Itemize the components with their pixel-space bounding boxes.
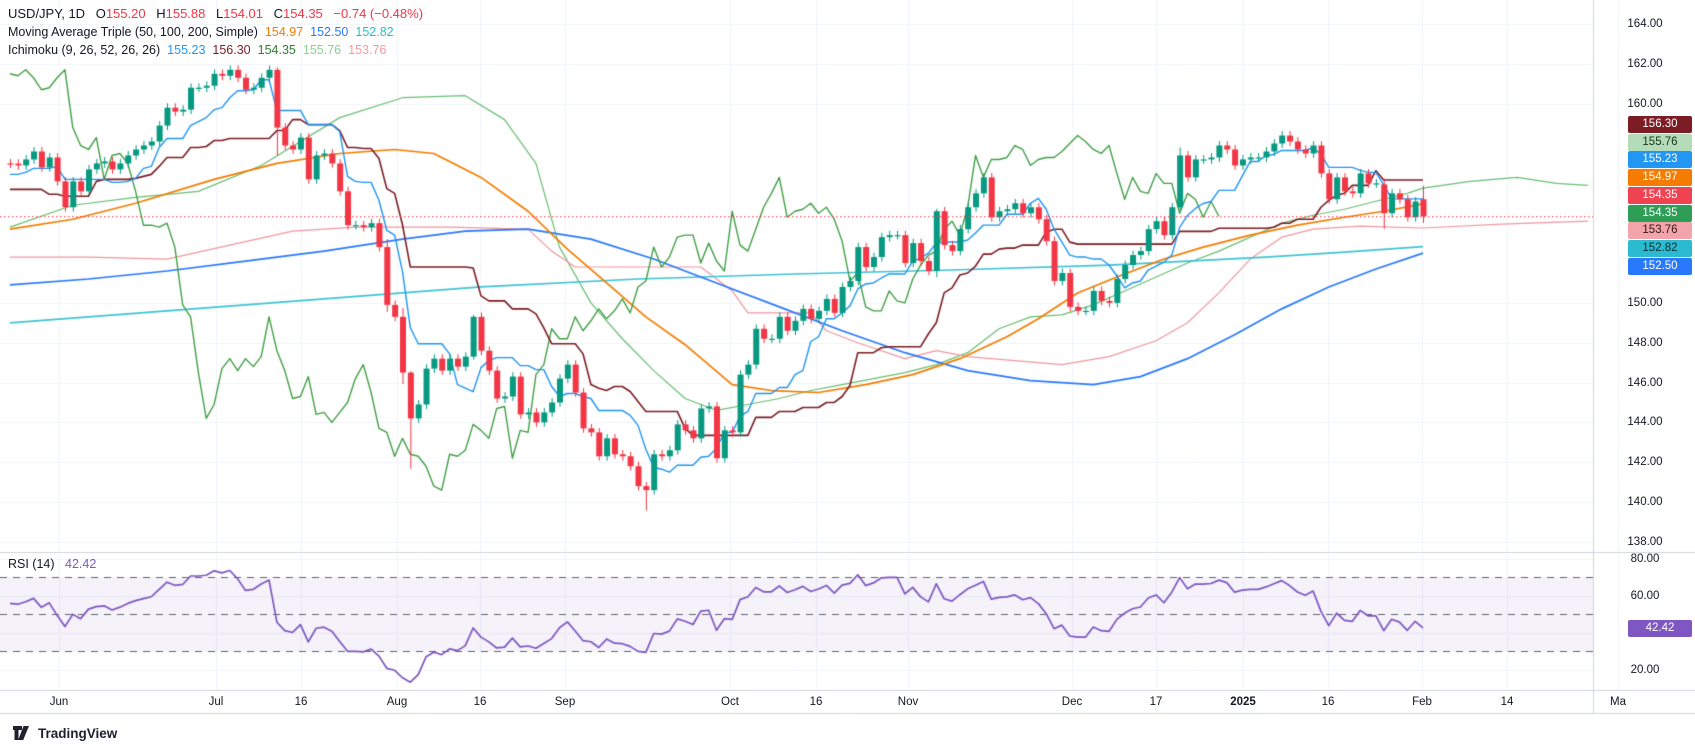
price-badge-8-152.50: 152.50 [1628, 257, 1692, 275]
time-tick-15-Ma: Ma [1610, 696, 1626, 708]
ma-value-1: 152.50 [310, 25, 349, 39]
price-tick-146.00: 146.00 [1627, 377, 1663, 389]
ichimoku-value-1: 156.30 [212, 43, 251, 57]
tradingview-logo[interactable]: TradingView [13, 726, 117, 741]
symbol-legend-row[interactable]: USD/JPY, 1D O155.20 H155.88 L154.01 C154… [8, 5, 423, 23]
price-badge-6-153.76: 153.76 [1628, 221, 1692, 239]
time-tick-13-Feb: Feb [1412, 696, 1432, 708]
low-label: L [216, 6, 224, 21]
time-tick-14-14: 14 [1500, 696, 1514, 708]
rsi-badge: 42.42 [1628, 619, 1692, 637]
high-value: 155.88 [165, 6, 206, 21]
price-badge-3-154.97: 154.97 [1628, 168, 1692, 186]
symbol-title: USD/JPY, 1D [8, 6, 86, 21]
time-tick-5-Sep: Sep [554, 696, 576, 708]
ma-indicator-label: Moving Average Triple (50, 100, 200, Sim… [8, 25, 258, 39]
price-tick-160.00: 160.00 [1627, 98, 1663, 110]
price-tick-140.00: 140.00 [1627, 496, 1663, 508]
open-value: 155.20 [105, 6, 146, 21]
ichimoku-value-2: 154.35 [257, 43, 296, 57]
time-tick-8-Nov: Nov [897, 696, 919, 708]
time-tick-10-17: 17 [1149, 696, 1163, 708]
time-tick-11-2025: 2025 [1230, 696, 1256, 708]
tradingview-logo-icon [13, 726, 32, 741]
time-tick-6-Oct: Oct [721, 696, 739, 708]
time-tick-2-16: 16 [294, 696, 308, 708]
ma-value-0: 154.97 [264, 25, 304, 39]
ichimoku-value-3: 155.76 [302, 43, 342, 57]
time-tick-3-Aug: Aug [386, 696, 408, 708]
change-value: −0.74 (−0.48%) [333, 6, 424, 21]
time-tick-7-16: 16 [809, 696, 823, 708]
close-label: C [273, 6, 284, 21]
ichimoku-indicator-label: Ichimoku (9, 26, 52, 26, 26) [8, 43, 161, 57]
price-badge-2-155.23: 155.23 [1628, 150, 1692, 168]
price-tick-148.00: 148.00 [1627, 337, 1663, 349]
price-tick-164.00: 164.00 [1627, 18, 1663, 30]
ichimoku-legend-row[interactable]: Ichimoku (9, 26, 52, 26, 26) 155.23 156.30… [8, 41, 423, 59]
time-tick-4-16: 16 [473, 696, 487, 708]
time-tick-0-Jun: Jun [49, 696, 69, 708]
price-tick-138.00: 138.00 [1627, 536, 1663, 548]
time-axis[interactable] [0, 691, 1695, 714]
ichimoku-value-4: 153.76 [348, 43, 387, 57]
rsi-tick-80.00: 80.00 [1630, 553, 1660, 565]
low-value: 154.01 [223, 6, 263, 21]
price-tick-144.00: 144.00 [1627, 416, 1663, 428]
time-tick-1-Jul: Jul [208, 696, 224, 708]
ma-legend-row[interactable]: Moving Average Triple (50, 100, 200, Sim… [8, 23, 423, 41]
price-tick-142.00: 142.00 [1627, 456, 1663, 468]
price-tick-150.00: 150.00 [1627, 297, 1663, 309]
open-label: O [95, 6, 106, 21]
price-badge-4-154.35: 154.35 [1628, 186, 1692, 204]
price-badge-5-154.35: 154.35 [1628, 204, 1692, 222]
high-label: H [156, 6, 166, 21]
rsi-legend-row[interactable]: RSI (14) 42.42 [8, 557, 96, 571]
time-tick-9-Dec: Dec [1061, 696, 1083, 708]
ichimoku-value-0: 155.23 [167, 43, 206, 57]
price-tick-162.00: 162.00 [1627, 58, 1663, 70]
rsi-indicator-label: RSI (14) [8, 557, 55, 571]
price-badge-7-152.82: 152.82 [1628, 239, 1692, 257]
rsi-tick-20.00: 20.00 [1630, 664, 1660, 676]
price-badge-0-156.30: 156.30 [1628, 115, 1692, 133]
tradingview-logo-text: TradingView [38, 726, 118, 741]
rsi-value: 42.42 [65, 557, 97, 571]
close-value: 154.35 [283, 6, 323, 21]
time-tick-12-16: 16 [1321, 696, 1335, 708]
chart-legend: USD/JPY, 1D O155.20 H155.88 L154.01 C154… [8, 5, 423, 59]
price-badge-1-155.76: 155.76 [1628, 133, 1692, 151]
rsi-tick-60.00: 60.00 [1630, 590, 1660, 602]
ma-value-2: 152.82 [355, 25, 394, 39]
